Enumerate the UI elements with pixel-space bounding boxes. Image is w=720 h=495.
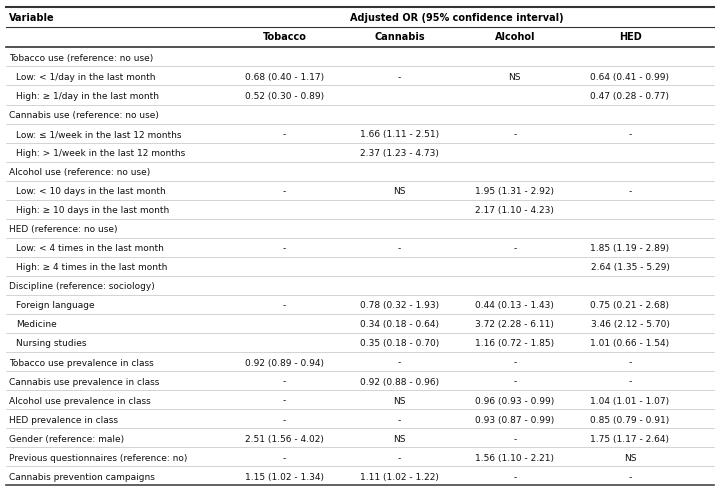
Text: -: - [629,187,631,196]
Text: 1.95 (1.31 - 2.92): 1.95 (1.31 - 2.92) [475,187,554,196]
Text: 0.75 (0.21 - 2.68): 0.75 (0.21 - 2.68) [590,301,670,310]
Text: High: > 1/week in the last 12 months: High: > 1/week in the last 12 months [16,149,185,158]
Text: High: ≥ 4 times in the last month: High: ≥ 4 times in the last month [16,263,167,272]
Text: -: - [513,358,516,367]
Text: -: - [629,130,631,139]
Text: Low: < 10 days in the last month: Low: < 10 days in the last month [16,187,166,196]
Text: 2.17 (1.10 - 4.23): 2.17 (1.10 - 4.23) [475,206,554,215]
Text: 2.37 (1.23 - 4.73): 2.37 (1.23 - 4.73) [360,149,439,158]
Text: 0.64 (0.41 - 0.99): 0.64 (0.41 - 0.99) [590,73,670,82]
Text: -: - [283,396,286,405]
Text: Cannabis prevention campaigns: Cannabis prevention campaigns [9,473,156,482]
Text: HED (reference: no use): HED (reference: no use) [9,225,118,234]
Text: -: - [398,416,401,425]
Text: 1.11 (1.02 - 1.22): 1.11 (1.02 - 1.22) [360,473,439,482]
Text: -: - [629,378,631,387]
Text: Alcohol use prevalence in class: Alcohol use prevalence in class [9,396,151,405]
Text: Nursing studies: Nursing studies [16,340,86,348]
Text: 1.16 (0.72 - 1.85): 1.16 (0.72 - 1.85) [475,340,554,348]
Text: Cannabis: Cannabis [374,32,425,42]
Text: -: - [629,358,631,367]
Text: -: - [283,301,286,310]
Text: 0.47 (0.28 - 0.77): 0.47 (0.28 - 0.77) [590,92,670,101]
Text: 1.56 (1.10 - 2.21): 1.56 (1.10 - 2.21) [475,454,554,463]
Text: -: - [398,358,401,367]
Text: -: - [398,454,401,463]
Text: Previous questionnaires (reference: no): Previous questionnaires (reference: no) [9,454,188,463]
Text: Variable: Variable [9,13,55,23]
Text: Foreign language: Foreign language [16,301,94,310]
Text: Tobacco use (reference: no use): Tobacco use (reference: no use) [9,54,153,63]
Text: Alcohol use (reference: no use): Alcohol use (reference: no use) [9,168,150,177]
Text: 0.78 (0.32 - 1.93): 0.78 (0.32 - 1.93) [360,301,439,310]
Text: 3.72 (2.28 - 6.11): 3.72 (2.28 - 6.11) [475,320,554,330]
Text: 0.92 (0.88 - 0.96): 0.92 (0.88 - 0.96) [360,378,439,387]
Text: 1.85 (1.19 - 2.89): 1.85 (1.19 - 2.89) [590,245,670,253]
Text: NS: NS [393,187,406,196]
Text: High: ≥ 10 days in the last month: High: ≥ 10 days in the last month [16,206,169,215]
Text: Cannabis use prevalence in class: Cannabis use prevalence in class [9,378,160,387]
Text: Alcohol: Alcohol [495,32,535,42]
Text: 1.66 (1.11 - 2.51): 1.66 (1.11 - 2.51) [360,130,439,139]
Text: HED prevalence in class: HED prevalence in class [9,416,118,425]
Text: NS: NS [508,73,521,82]
Text: -: - [398,73,401,82]
Text: -: - [513,435,516,444]
Text: -: - [629,473,631,482]
Text: Discipline (reference: sociology): Discipline (reference: sociology) [9,282,155,292]
Text: -: - [513,130,516,139]
Text: 1.04 (1.01 - 1.07): 1.04 (1.01 - 1.07) [590,396,670,405]
Text: NS: NS [624,454,636,463]
Text: -: - [398,245,401,253]
Text: HED: HED [618,32,642,42]
Text: 0.85 (0.79 - 0.91): 0.85 (0.79 - 0.91) [590,416,670,425]
Text: Low: ≤ 1/week in the last 12 months: Low: ≤ 1/week in the last 12 months [16,130,181,139]
Text: Low: < 4 times in the last month: Low: < 4 times in the last month [16,245,163,253]
Text: -: - [513,473,516,482]
Text: Cannabis use (reference: no use): Cannabis use (reference: no use) [9,111,159,120]
Text: 0.68 (0.40 - 1.17): 0.68 (0.40 - 1.17) [245,73,324,82]
Text: -: - [283,454,286,463]
Text: Adjusted OR (95% confidence interval): Adjusted OR (95% confidence interval) [351,13,564,23]
Text: 2.64 (1.35 - 5.29): 2.64 (1.35 - 5.29) [590,263,670,272]
Text: 0.92 (0.89 - 0.94): 0.92 (0.89 - 0.94) [245,358,324,367]
Text: 1.01 (0.66 - 1.54): 1.01 (0.66 - 1.54) [590,340,670,348]
Text: -: - [283,130,286,139]
Text: -: - [513,378,516,387]
Text: Low: < 1/day in the last month: Low: < 1/day in the last month [16,73,156,82]
Text: 3.46 (2.12 - 5.70): 3.46 (2.12 - 5.70) [590,320,670,330]
Text: 1.75 (1.17 - 2.64): 1.75 (1.17 - 2.64) [590,435,670,444]
Text: -: - [283,416,286,425]
Text: -: - [283,378,286,387]
Text: 0.96 (0.93 - 0.99): 0.96 (0.93 - 0.99) [475,396,554,405]
Text: 0.35 (0.18 - 0.70): 0.35 (0.18 - 0.70) [360,340,439,348]
Text: Medicine: Medicine [16,320,57,330]
Text: -: - [283,187,286,196]
Text: -: - [283,245,286,253]
Text: 0.52 (0.30 - 0.89): 0.52 (0.30 - 0.89) [245,92,324,101]
Text: 1.15 (1.02 - 1.34): 1.15 (1.02 - 1.34) [245,473,324,482]
Text: Tobacco: Tobacco [263,32,306,42]
Text: NS: NS [393,396,406,405]
Text: 0.93 (0.87 - 0.99): 0.93 (0.87 - 0.99) [475,416,554,425]
Text: -: - [513,245,516,253]
Text: Gender (reference: male): Gender (reference: male) [9,435,125,444]
Text: 2.51 (1.56 - 4.02): 2.51 (1.56 - 4.02) [245,435,324,444]
Text: High: ≥ 1/day in the last month: High: ≥ 1/day in the last month [16,92,159,101]
Text: NS: NS [393,435,406,444]
Text: 0.34 (0.18 - 0.64): 0.34 (0.18 - 0.64) [360,320,439,330]
Text: 0.44 (0.13 - 1.43): 0.44 (0.13 - 1.43) [475,301,554,310]
Text: Tobacco use prevalence in class: Tobacco use prevalence in class [9,358,154,367]
